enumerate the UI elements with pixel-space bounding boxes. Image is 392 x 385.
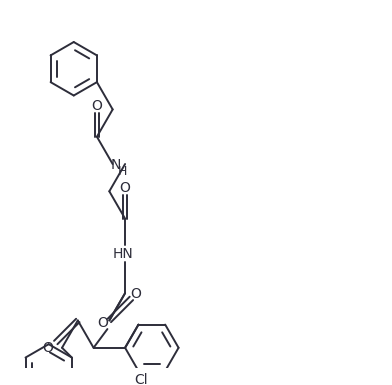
Text: O: O bbox=[120, 181, 131, 195]
Text: O: O bbox=[91, 99, 102, 114]
Text: O: O bbox=[131, 286, 142, 301]
Text: O: O bbox=[97, 316, 108, 330]
Text: HN: HN bbox=[113, 247, 134, 261]
Text: H: H bbox=[118, 165, 127, 178]
Text: Cl: Cl bbox=[134, 373, 148, 385]
Text: N: N bbox=[110, 158, 121, 172]
Text: O: O bbox=[43, 341, 54, 355]
